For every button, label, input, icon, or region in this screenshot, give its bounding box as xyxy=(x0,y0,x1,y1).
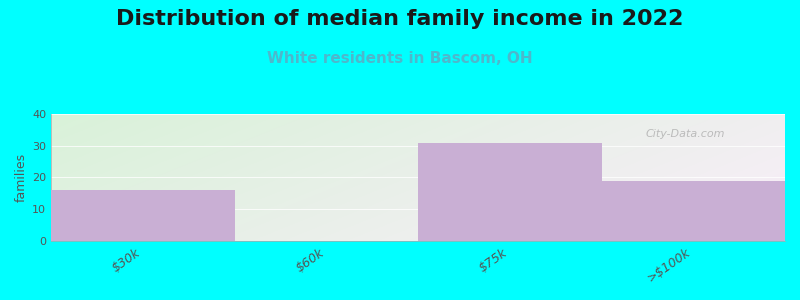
Y-axis label: families: families xyxy=(15,153,28,202)
Text: City-Data.com: City-Data.com xyxy=(646,129,725,139)
Bar xyxy=(418,142,602,241)
Bar xyxy=(51,190,234,241)
Text: White residents in Bascom, OH: White residents in Bascom, OH xyxy=(267,51,533,66)
Text: Distribution of median family income in 2022: Distribution of median family income in … xyxy=(116,9,684,29)
Bar xyxy=(602,181,785,241)
